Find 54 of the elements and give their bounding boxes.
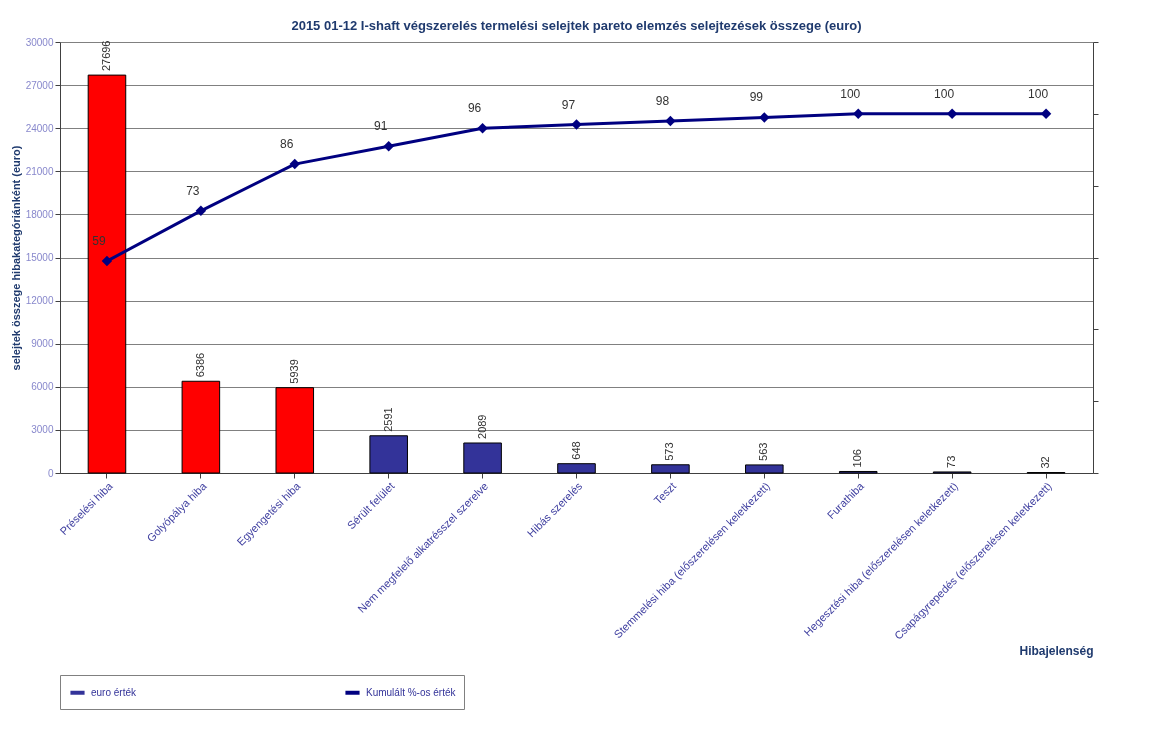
data-label: 100 [1028, 86, 1049, 101]
data-label: 2089 [475, 414, 488, 439]
data-label: 2591 [381, 407, 394, 432]
y-tick-label: 27000 [25, 79, 54, 91]
chart-title: 2015 01-12 I-shaft végszerelés termelési selejtek pareto elemzés selejtezések összege (euro) [291, 18, 862, 33]
bar [181, 380, 221, 474]
data-label: 648 [569, 441, 582, 460]
y-tick-label: 21000 [25, 165, 54, 177]
data-label: 100 [934, 86, 955, 101]
point [477, 122, 488, 134]
data-label: 99 [749, 90, 764, 105]
data-label: 98 [655, 94, 670, 109]
data-label: 563 [757, 442, 770, 461]
y-tick-label: 6000 [31, 381, 54, 393]
bar [275, 387, 315, 474]
data-label: 106 [851, 449, 864, 468]
point [571, 119, 582, 130]
bar [463, 442, 502, 474]
data-label: 6386 [193, 352, 206, 378]
y-tick-label: 0 [47, 467, 54, 479]
legend-label: Kumulált %-os érték [366, 686, 457, 698]
y-tick-label: 9000 [31, 338, 54, 350]
data-label: 32 [1039, 456, 1052, 469]
data-label: 97 [561, 97, 576, 112]
data-label: 96 [467, 101, 482, 116]
y-tick-label: 30000 [25, 36, 54, 48]
bar [745, 464, 784, 474]
y-tick-label: 15000 [25, 252, 54, 263]
point [1040, 108, 1052, 120]
y-tick-label: 24000 [25, 122, 54, 134]
bar [369, 435, 408, 474]
point [195, 205, 207, 217]
y-axis-title: selejtek összege hibakategóriánként (euro) [9, 145, 22, 371]
y-tick-label: 3000 [31, 424, 54, 436]
point [759, 112, 770, 123]
point [665, 115, 676, 127]
y-tick-label: 18000 [25, 208, 54, 220]
bar [87, 74, 127, 474]
data-label: 59 [92, 234, 106, 249]
data-label: 27696 [99, 40, 112, 72]
x-axis-title: Hibajelenség [1019, 643, 1094, 658]
data-label: 73 [945, 455, 958, 468]
bar [557, 463, 596, 474]
data-label: 100 [840, 86, 861, 101]
data-label: 573 [663, 442, 676, 461]
data-label: 86 [280, 137, 294, 152]
legend-label: euro érték [91, 686, 138, 698]
data-label: 5939 [287, 359, 300, 384]
y-tick-label: 12000 [25, 295, 54, 307]
bar [651, 464, 690, 474]
data-label: 73 [186, 183, 200, 198]
point [383, 140, 394, 152]
point [289, 158, 301, 170]
point [101, 255, 113, 267]
